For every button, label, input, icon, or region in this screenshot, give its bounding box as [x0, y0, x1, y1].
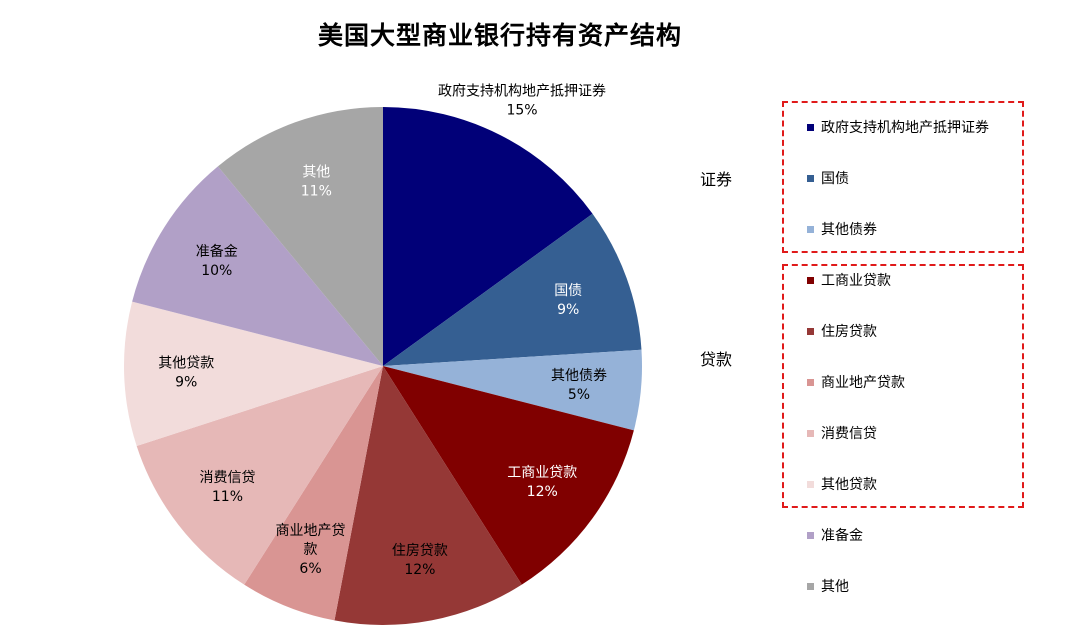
legend-swatch — [807, 276, 814, 284]
legend-label: 工商业贷款 — [821, 273, 891, 289]
slice-label: 国债 9% — [554, 283, 582, 318]
legend-swatch — [807, 582, 814, 590]
pie-slice — [136, 366, 383, 585]
pie-slice — [383, 213, 642, 366]
legend-swatch — [807, 429, 814, 437]
legend-label: 商业地产贷款 — [821, 375, 905, 391]
legend-item: 消费信贷 — [807, 424, 877, 444]
legend-swatch — [807, 174, 814, 182]
legend-swatch — [807, 123, 814, 131]
legend-item: 其他贷款 — [807, 475, 877, 495]
slice-label: 消费信贷 11% — [199, 470, 255, 505]
slice-label: 住房贷款 12% — [392, 543, 448, 578]
legend-label: 政府支持机构地产抵押证券 — [821, 120, 989, 136]
legend-item: 住房贷款 — [807, 322, 877, 342]
slice-label: 政府支持机构地产抵押证券 15% — [438, 84, 606, 119]
slice-label: 其他 11% — [301, 164, 332, 199]
legend-item: 商业地产贷款 — [807, 373, 905, 393]
group-box-loans — [782, 264, 1024, 508]
legend-item: 其他债券 — [807, 220, 877, 240]
pie-slices — [124, 107, 642, 625]
legend-item: 准备金 — [807, 526, 863, 546]
slice-label: 准备金 10% — [196, 243, 238, 279]
legend-swatch — [807, 480, 814, 488]
legend-label: 国债 — [821, 171, 849, 187]
pie-slice — [244, 366, 383, 621]
legend-item: 政府支持机构地产抵押证券 — [807, 118, 989, 138]
pie-slice — [132, 166, 383, 366]
legend-swatch — [807, 531, 814, 539]
legend-label: 其他 — [821, 579, 849, 595]
legend-swatch — [807, 225, 814, 233]
slice-label: 工商业贷款 12% — [507, 465, 577, 500]
slice-label: 其他债券 5% — [551, 368, 607, 403]
chart-title: 美国大型商业银行持有资产结构 — [317, 21, 682, 50]
legend-label: 其他债券 — [821, 222, 877, 238]
group-label-securities: 证券 — [700, 170, 733, 189]
legend-swatch — [807, 327, 814, 335]
pie-slice — [383, 366, 634, 585]
slice-label: 商业地产贷款 6% — [276, 523, 346, 577]
legend-label: 住房贷款 — [821, 324, 877, 340]
pie-slice — [124, 301, 384, 447]
pie-slice — [334, 366, 522, 625]
legend-item: 工商业贷款 — [807, 271, 891, 291]
legend-item: 国债 — [807, 169, 849, 189]
pie-slice — [217, 107, 383, 366]
pie-slice — [383, 349, 642, 431]
legend-label: 其他贷款 — [821, 477, 877, 493]
legend-item: 其他 — [807, 577, 849, 597]
legend-swatch — [807, 378, 814, 386]
legend-label: 准备金 — [821, 528, 863, 544]
group-box-securities — [782, 101, 1024, 253]
pie-slice — [383, 107, 593, 366]
slice-label: 其他贷款 9% — [158, 356, 214, 391]
legend-label: 消费信贷 — [821, 426, 877, 442]
pie-labels: 政府支持机构地产抵押证券 15% 国债 9% 其他债券 5% 工商业贷款 12% 住房贷款 12%… — [158, 84, 607, 578]
group-label-loans: 贷款 — [700, 350, 733, 369]
